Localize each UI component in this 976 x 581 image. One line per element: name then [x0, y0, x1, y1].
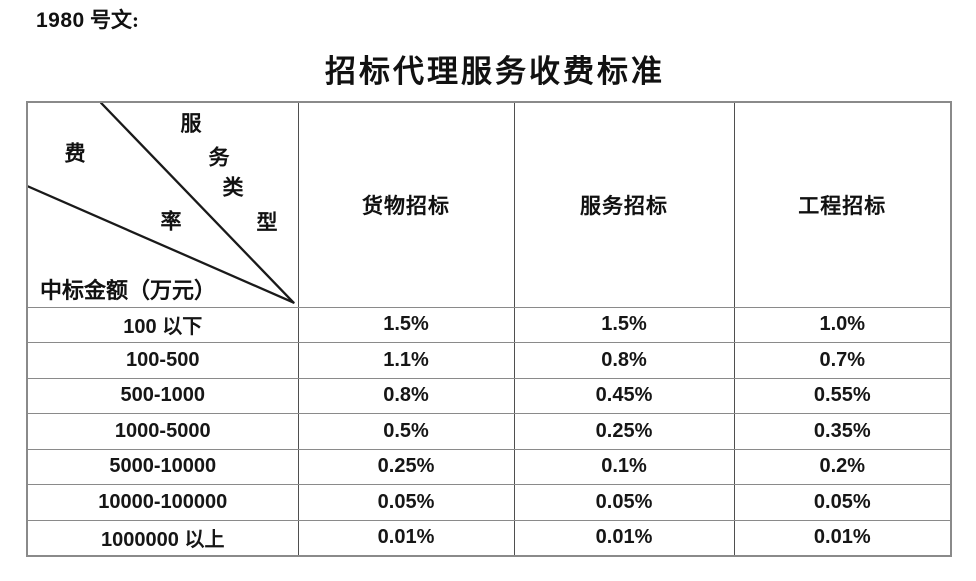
- amount-range-cell: 1000000 以上: [26, 519, 299, 556]
- doc-reference: 1980 号文:: [36, 4, 139, 34]
- works-rate-cell: 0.55%: [733, 377, 952, 414]
- page-title: 招标代理服务收费标准: [325, 54, 665, 89]
- diagonal-lines-icon: [28, 103, 295, 304]
- works-rate-cell: 0.7%: [733, 342, 952, 379]
- services-rate-cell: 0.1%: [513, 448, 735, 485]
- doc-label: 号文:: [89, 8, 139, 32]
- services-rate-cell: 0.8%: [513, 342, 735, 379]
- services-rate-cell: 0.01%: [513, 519, 735, 556]
- corner-rate-char: 率: [160, 209, 182, 234]
- goods-rate-cell: 0.25%: [297, 448, 515, 485]
- corner-service-type-char: 服: [180, 111, 202, 136]
- table-row: 1000000 以上 0.01% 0.01% 0.01%: [26, 519, 952, 556]
- amount-range-cell: 1000-5000: [26, 413, 299, 450]
- amount-range-cell: 100-500: [26, 342, 299, 379]
- corner-service-type-char: 类: [222, 175, 244, 200]
- goods-rate-cell: 0.5%: [297, 413, 515, 450]
- amount-range-cell: 100 以下: [26, 306, 299, 343]
- goods-rate-cell: 1.5%: [297, 306, 515, 343]
- amount-range-cell: 10000-100000: [26, 484, 299, 521]
- table-row: 100 以下 1.5% 1.5% 1.0%: [26, 306, 952, 343]
- col-header-services: 服务招标: [513, 101, 735, 308]
- corner-service-type-char: 型: [256, 210, 278, 235]
- goods-rate-cell: 1.1%: [297, 342, 515, 379]
- amount-range-cell: 5000-10000: [26, 448, 299, 485]
- table-row: 500-1000 0.8% 0.45% 0.55%: [26, 377, 952, 414]
- works-rate-cell: 0.01%: [733, 519, 952, 556]
- services-rate-cell: 0.45%: [513, 377, 735, 414]
- table-row: 10000-100000 0.05% 0.05% 0.05%: [26, 484, 952, 521]
- fee-standard-table: 服 务 类 型 费 率 中标金额（万元） 货物招标 服务招标 工程招标 100 …: [26, 101, 952, 557]
- corner-service-type-char: 务: [208, 145, 230, 170]
- goods-rate-cell: 0.05%: [297, 484, 515, 521]
- table-row: 5000-10000 0.25% 0.1% 0.2%: [26, 448, 952, 485]
- row-axis-label: 中标金额（万元）: [40, 278, 217, 304]
- table-row: 100-500 1.1% 0.8% 0.7%: [26, 342, 952, 379]
- works-rate-cell: 0.2%: [733, 448, 952, 485]
- col-header-works: 工程招标: [733, 101, 952, 308]
- corner-cell: 服 务 类 型 费 率 中标金额（万元）: [26, 101, 299, 308]
- works-rate-cell: 1.0%: [733, 306, 952, 343]
- col-header-goods: 货物招标: [297, 101, 515, 308]
- doc-number: 1980: [36, 9, 85, 32]
- works-rate-cell: 0.05%: [733, 484, 952, 521]
- goods-rate-cell: 0.01%: [297, 519, 515, 556]
- services-rate-cell: 1.5%: [513, 306, 735, 343]
- amount-range-cell: 500-1000: [26, 377, 299, 414]
- header-row: 服 务 类 型 费 率 中标金额（万元） 货物招标 服务招标 工程招标: [26, 101, 952, 308]
- table-row: 1000-5000 0.5% 0.25% 0.35%: [26, 413, 952, 450]
- goods-rate-cell: 0.8%: [297, 377, 515, 414]
- corner-rate-char: 费: [64, 141, 86, 166]
- works-rate-cell: 0.35%: [733, 413, 952, 450]
- diagonal-line-lower: [28, 185, 295, 304]
- services-rate-cell: 0.05%: [513, 484, 735, 521]
- services-rate-cell: 0.25%: [513, 413, 735, 450]
- diagonal-line-upper: [99, 103, 295, 304]
